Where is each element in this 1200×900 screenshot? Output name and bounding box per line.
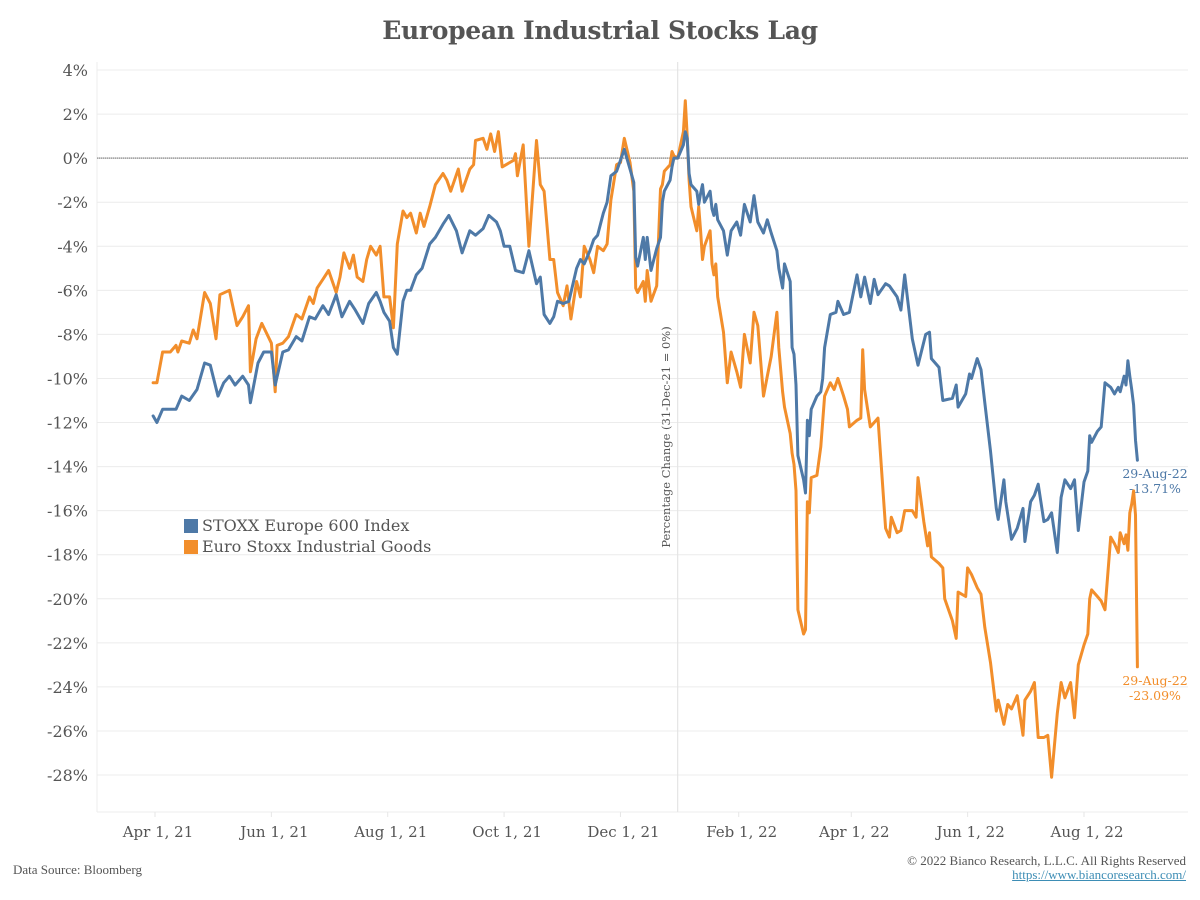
y-tick-label: -18% (47, 546, 88, 565)
legend-swatch-stoxx600 (184, 518, 198, 533)
y-tick-label: -8% (57, 325, 88, 344)
x-tick-label: Apr 1, 22 (818, 823, 890, 841)
copyright-block: © 2022 Bianco Research, L.L.C. All Right… (907, 854, 1186, 882)
y-tick-label: -20% (47, 590, 88, 609)
y-tick-label: -24% (47, 678, 88, 697)
legend: STOXX Europe 600 Index Euro Stoxx Indust… (184, 515, 431, 557)
y-tick-label: 2% (63, 105, 88, 124)
y-axis-label: Percentage Change (31-Dec-21 = 0%) (659, 326, 673, 547)
legend-swatch-industrial-goods (184, 539, 198, 554)
end-label-value: -13.71% (1129, 481, 1181, 496)
end-labels: 29-Aug-22-13.71%29-Aug-22-23.09% (1122, 466, 1187, 703)
end-label-date: 29-Aug-22 (1122, 466, 1187, 481)
y-tick-label: 4% (63, 61, 88, 80)
y-tick-label: 0% (63, 149, 88, 168)
x-tick-label: Aug 1, 22 (1049, 823, 1123, 841)
x-tick-label: Jun 1, 21 (238, 823, 308, 841)
y-tick-label: -4% (57, 237, 88, 256)
y-tick-label: -16% (47, 502, 88, 521)
data-source: Data Source: Bloomberg (13, 862, 143, 877)
y-tick-label: -10% (47, 369, 88, 388)
y-tick-label: -2% (57, 193, 88, 212)
y-tick-label: -6% (57, 281, 88, 300)
series-lines (151, 99, 1139, 779)
end-label-value: -23.09% (1129, 688, 1181, 703)
gridlines (96, 62, 1188, 813)
x-tick-label: Aug 1, 21 (353, 823, 427, 841)
x-tick-label: Dec 1, 21 (587, 823, 659, 841)
y-tick-label: -28% (47, 766, 88, 785)
legend-item-industrial-goods[interactable]: Euro Stoxx Industrial Goods (184, 536, 431, 557)
chart-title: European Industrial Stocks Lag (382, 16, 818, 45)
x-axis-ticks: Apr 1, 21 Jun 1, 21 Aug 1, 21 Oct 1, 21 Dec … (122, 812, 1124, 841)
x-tick-label: Oct 1, 21 (472, 823, 542, 841)
website-link[interactable]: https://www.biancoresearch.com/ (1012, 867, 1186, 882)
y-tick-label: -14% (47, 458, 88, 477)
legend-label: STOXX Europe 600 Index (202, 516, 410, 535)
y-tick-label: -12% (47, 414, 88, 433)
y-tick-label: -26% (47, 722, 88, 741)
x-tick-label: Apr 1, 21 (122, 823, 194, 841)
legend-label: Euro Stoxx Industrial Goods (202, 537, 432, 556)
x-tick-label: Jun 1, 22 (934, 823, 1004, 841)
y-tick-label: -22% (47, 634, 88, 653)
copyright-text: © 2022 Bianco Research, L.L.C. All Right… (907, 853, 1186, 868)
series-line-stoxx600 (151, 130, 1139, 554)
end-label-date: 29-Aug-22 (1122, 673, 1187, 688)
x-tick-label: Feb 1, 22 (706, 823, 777, 841)
legend-item-stoxx600[interactable]: STOXX Europe 600 Index (184, 515, 431, 536)
y-axis-ticks: 4% 2% 0% -2% -4% -6% -8% -10% -12% -14% -16% -18% -2… (47, 61, 88, 785)
